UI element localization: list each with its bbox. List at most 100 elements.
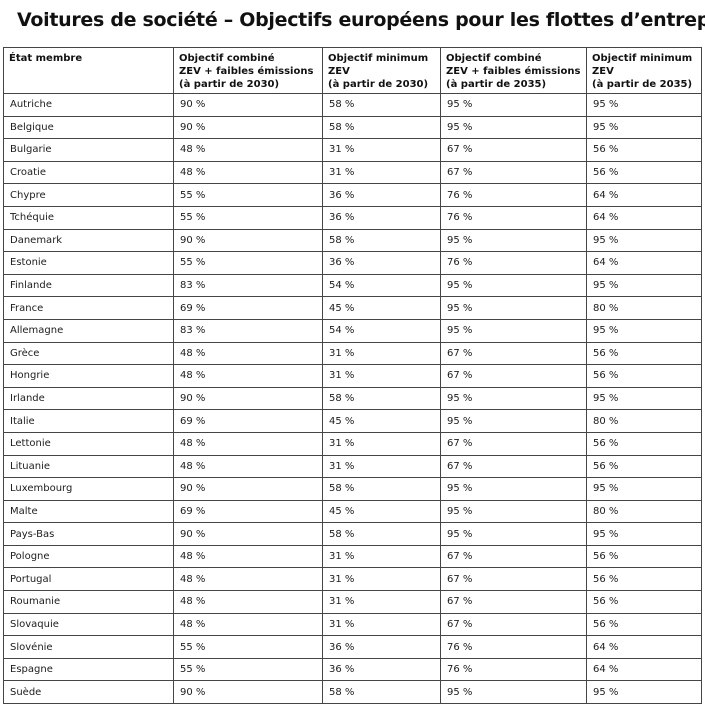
table-row: Slovénie 55 % 36 % 76 % 64 % <box>3 635 702 659</box>
state-name-cell: Autriche <box>3 93 174 117</box>
table-row: Danemark 90 % 58 % 95 % 95 % <box>3 228 702 253</box>
table-row: Irlande 90 % 58 % 95 % 95 % <box>3 386 702 411</box>
target-value-cell: 95 % <box>586 273 702 298</box>
target-value-cell: 48 % <box>173 567 323 592</box>
state-name-cell: Irlande <box>3 386 174 411</box>
target-value-cell: 31 % <box>322 364 441 388</box>
target-value-cell: 64 % <box>586 205 702 230</box>
target-value-cell: 48 % <box>173 364 323 388</box>
target-value-cell: 67 % <box>440 454 587 479</box>
column-header-combined-2035: Objectif combiné ZEV + faibles émissions… <box>440 47 587 94</box>
target-value-cell: 95 % <box>586 318 702 343</box>
target-value-cell: 90 % <box>173 115 323 140</box>
target-value-cell: 83 % <box>173 273 323 298</box>
target-value-cell: 56 % <box>586 612 702 637</box>
target-value-cell: 95 % <box>440 273 587 298</box>
state-name-cell: France <box>3 296 174 320</box>
target-value-cell: 31 % <box>322 544 441 569</box>
target-value-cell: 48 % <box>173 454 323 479</box>
table-row: Tchéquie 55 % 36 % 76 % 64 % <box>3 205 702 230</box>
target-value-cell: 95 % <box>440 386 587 411</box>
target-value-cell: 36 % <box>322 635 441 659</box>
target-value-cell: 31 % <box>322 160 441 185</box>
target-value-cell: 76 % <box>440 251 587 275</box>
target-value-cell: 67 % <box>440 431 587 456</box>
target-value-cell: 48 % <box>173 160 323 185</box>
target-value-cell: 69 % <box>173 296 323 320</box>
target-value-cell: 45 % <box>322 296 441 320</box>
target-value-cell: 58 % <box>322 228 441 253</box>
table-row: Croatie 48 % 31 % 67 % 56 % <box>3 160 702 185</box>
table-row: Bulgarie 48 % 31 % 67 % 56 % <box>3 138 702 162</box>
target-value-cell: 58 % <box>322 386 441 411</box>
state-name-cell: Danemark <box>3 228 174 253</box>
column-header-state: État membre <box>3 47 174 94</box>
target-value-cell: 58 % <box>322 115 441 140</box>
target-value-cell: 56 % <box>586 431 702 456</box>
table-row: Estonie 55 % 36 % 76 % 64 % <box>3 251 702 275</box>
state-name-cell: Tchéquie <box>3 205 174 230</box>
table-row: Luxembourg 90 % 58 % 95 % 95 % <box>3 477 702 501</box>
table-row: Lettonie 48 % 31 % 67 % 56 % <box>3 431 702 456</box>
target-value-cell: 64 % <box>586 251 702 275</box>
target-value-cell: 56 % <box>586 590 702 614</box>
target-value-cell: 56 % <box>586 364 702 388</box>
state-name-cell: Luxembourg <box>3 477 174 501</box>
target-value-cell: 67 % <box>440 160 587 185</box>
target-value-cell: 36 % <box>322 251 441 275</box>
target-value-cell: 95 % <box>440 93 587 117</box>
target-value-cell: 67 % <box>440 364 587 388</box>
target-value-cell: 76 % <box>440 205 587 230</box>
state-name-cell: Slovénie <box>3 635 174 659</box>
table-row: Malte 69 % 45 % 95 % 80 % <box>3 499 702 524</box>
table-row: Chypre 55 % 36 % 76 % 64 % <box>3 183 702 207</box>
target-value-cell: 56 % <box>586 567 702 592</box>
table-row: Portugal 48 % 31 % 67 % 56 % <box>3 567 702 592</box>
target-value-cell: 95 % <box>586 93 702 117</box>
target-value-cell: 95 % <box>440 522 587 546</box>
target-value-cell: 67 % <box>440 341 587 366</box>
page: Voitures de société – Objectifs européen… <box>0 8 705 704</box>
target-value-cell: 45 % <box>322 409 441 433</box>
target-value-cell: 95 % <box>440 409 587 433</box>
target-value-cell: 80 % <box>586 296 702 320</box>
target-value-cell: 54 % <box>322 318 441 343</box>
table-row: Finlande 83 % 54 % 95 % 95 % <box>3 273 702 298</box>
target-value-cell: 95 % <box>586 115 702 140</box>
target-value-cell: 36 % <box>322 657 441 682</box>
state-name-cell: Suède <box>3 680 174 704</box>
target-value-cell: 48 % <box>173 590 323 614</box>
target-value-cell: 80 % <box>586 499 702 524</box>
target-value-cell: 76 % <box>440 635 587 659</box>
target-value-cell: 56 % <box>586 544 702 569</box>
target-value-cell: 58 % <box>322 680 441 704</box>
state-name-cell: Espagne <box>3 657 174 682</box>
target-value-cell: 67 % <box>440 544 587 569</box>
table-row: Hongrie 48 % 31 % 67 % 56 % <box>3 364 702 388</box>
target-value-cell: 64 % <box>586 657 702 682</box>
target-value-cell: 83 % <box>173 318 323 343</box>
target-value-cell: 36 % <box>322 183 441 207</box>
target-value-cell: 56 % <box>586 454 702 479</box>
target-value-cell: 90 % <box>173 680 323 704</box>
target-value-cell: 56 % <box>586 138 702 162</box>
state-name-cell: Estonie <box>3 251 174 275</box>
target-value-cell: 95 % <box>440 477 587 501</box>
table-row: Pologne 48 % 31 % 67 % 56 % <box>3 544 702 569</box>
target-value-cell: 95 % <box>586 680 702 704</box>
target-value-cell: 95 % <box>440 499 587 524</box>
table-row: Pays-Bas 90 % 58 % 95 % 95 % <box>3 522 702 546</box>
target-value-cell: 36 % <box>322 205 441 230</box>
target-value-cell: 58 % <box>322 93 441 117</box>
target-value-cell: 58 % <box>322 522 441 546</box>
target-value-cell: 55 % <box>173 657 323 682</box>
target-value-cell: 90 % <box>173 228 323 253</box>
target-value-cell: 67 % <box>440 567 587 592</box>
target-value-cell: 48 % <box>173 612 323 637</box>
target-value-cell: 55 % <box>173 635 323 659</box>
target-value-cell: 55 % <box>173 205 323 230</box>
target-value-cell: 90 % <box>173 522 323 546</box>
target-value-cell: 58 % <box>322 477 441 501</box>
state-name-cell: Belgique <box>3 115 174 140</box>
target-value-cell: 95 % <box>440 228 587 253</box>
